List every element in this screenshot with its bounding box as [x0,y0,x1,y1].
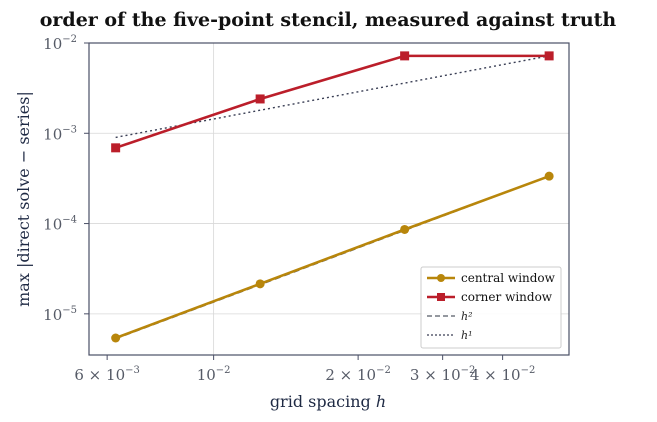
y-tick-label-base: 10 [43,35,62,53]
x-tick-label-exponent: −3 [125,365,140,376]
chart-title: order of the five-point stencil, measure… [40,9,617,31]
y-tick-label: 10−2 [43,34,77,53]
y-tick-label: 10−5 [43,305,77,324]
x-tick-label-exponent: −2 [216,365,231,376]
y-axis-ticks: 10−510−410−310−2 [43,34,89,324]
legend-box [420,266,562,349]
x-tick-label-base: 2 × 10 [325,366,376,384]
series-line-central-window [115,174,550,340]
legend-label-h: h² [461,310,473,323]
x-axis-ticks: 6 × 10−3 10−2 2 × 10−2 3 × 10−24 × 10−2 [74,355,535,384]
data-point-central-window [400,224,410,234]
data-point-central-window [255,279,265,289]
x-tick-label-base: 10 [197,366,216,384]
y-tick-label: 10−4 [43,215,77,234]
data-point-central-window [544,171,554,181]
y-tick-label-exponent: −3 [62,124,77,135]
legend-label-corner-window: corner window [461,290,553,304]
plot-frame [88,42,570,356]
y-tick-label-base: 10 [43,125,62,143]
x-tick-label: 4 × 10−2 [470,365,536,384]
legend-label-central-window: central window [461,271,556,285]
x-axis-label-text: grid spacing [270,392,376,411]
x-tick-label: 2 × 10−2 [325,365,391,384]
series-layer [111,51,554,343]
series-line-h [115,55,550,139]
x-axis-label-variable: h [376,392,386,411]
y-tick-label-exponent: −5 [62,305,77,316]
legend-label-h: h¹ [461,329,473,342]
data-point-corner-window [400,51,410,61]
data-point-corner-window [544,51,554,61]
x-tick-label-base: 6 × 10 [74,366,125,384]
data-point-corner-window [111,143,121,153]
x-tick-label: 10−2 [197,365,231,384]
x-tick-label-base: 4 × 10 [470,366,521,384]
series-line-corner-window [115,54,550,150]
data-point-corner-window [255,94,265,104]
x-tick-label-exponent: −2 [376,365,391,376]
legend: central window corner window h² h¹ [420,266,562,349]
x-tick-label-exponent: −2 [521,365,536,376]
legend-marker-central-window [437,274,445,282]
y-axis-label: max |direct solve − series| [14,91,33,307]
y-tick-label-base: 10 [43,306,62,324]
y-tick-label: 10−3 [43,124,77,143]
y-tick-label-exponent: −2 [62,34,77,45]
x-tick-label-exponent: −2 [461,365,476,376]
x-tick-label: 3 × 10−2 [410,365,476,384]
legend-marker-corner-window [437,293,445,301]
x-axis-label: grid spacing h [270,392,386,411]
y-tick-label-exponent: −4 [62,215,77,226]
data-point-central-window [111,333,121,343]
y-tick-label-base: 10 [43,216,62,234]
x-tick-label: 6 × 10−3 [74,365,140,384]
x-tick-label-base: 3 × 10 [410,366,461,384]
